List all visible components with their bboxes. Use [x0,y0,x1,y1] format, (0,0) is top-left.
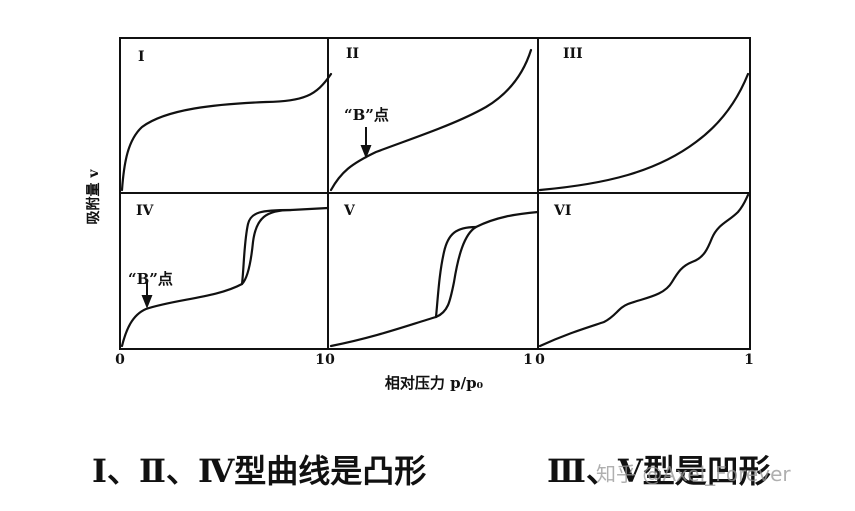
b-point-arrowhead-top [360,145,372,159]
b-point-label-top: “B”点 [344,106,389,124]
panel-label-2: II [346,46,359,62]
curve-type-3 [538,72,750,192]
x-tick-label-6: 1 [744,352,754,368]
x-tick-label-5: 0 [535,352,545,368]
x-axis-label: 相对压力 p/p₀ [385,374,484,392]
x-tick-label-2: 1 [315,352,325,368]
panel-label-3: III [563,46,583,62]
curve-type-4-desorption [240,208,293,286]
caption: Ⅰ、Ⅱ、Ⅳ型曲线是凸形 Ⅲ、Ⅴ型是凹形 [0,446,855,496]
y-axis-label: 吸附量 v [85,169,102,225]
panel-label-6: VI [553,203,571,219]
curve-type-5-desorption [434,225,478,319]
curve-type-6 [538,193,750,348]
x-tick-label-4: 1 [523,352,533,368]
panel-label-5: V [343,203,356,219]
isotherm-diagram: I II III IV V VI “B”点 “B”点 吸附量 v 0 1 0 1… [85,37,754,392]
curve-type-1 [120,72,333,192]
isotherm-figure: I II III IV V VI “B”点 “B”点 吸附量 v 0 1 0 1… [76,12,780,398]
curve-type-2 [329,48,533,192]
watermark: 知乎 @Axel_Forever [596,462,791,486]
x-tick-label-1: 0 [115,352,125,368]
x-tick-label-3: 0 [325,352,335,368]
panel-label-4: IV [136,203,155,219]
panel-label-1: I [138,49,145,65]
caption-concave: Ⅲ、Ⅴ型是凹形 [547,452,771,490]
curve-type-5-adsorption [329,210,540,348]
b-point-label-bottom: “B”点 [128,270,173,288]
panel-frame-1 [119,37,329,194]
panel-frame-6 [537,192,751,350]
b-point-arrowhead-bottom [141,295,153,309]
caption-convex: Ⅰ、Ⅱ、Ⅳ型曲线是凸形 [92,452,427,490]
